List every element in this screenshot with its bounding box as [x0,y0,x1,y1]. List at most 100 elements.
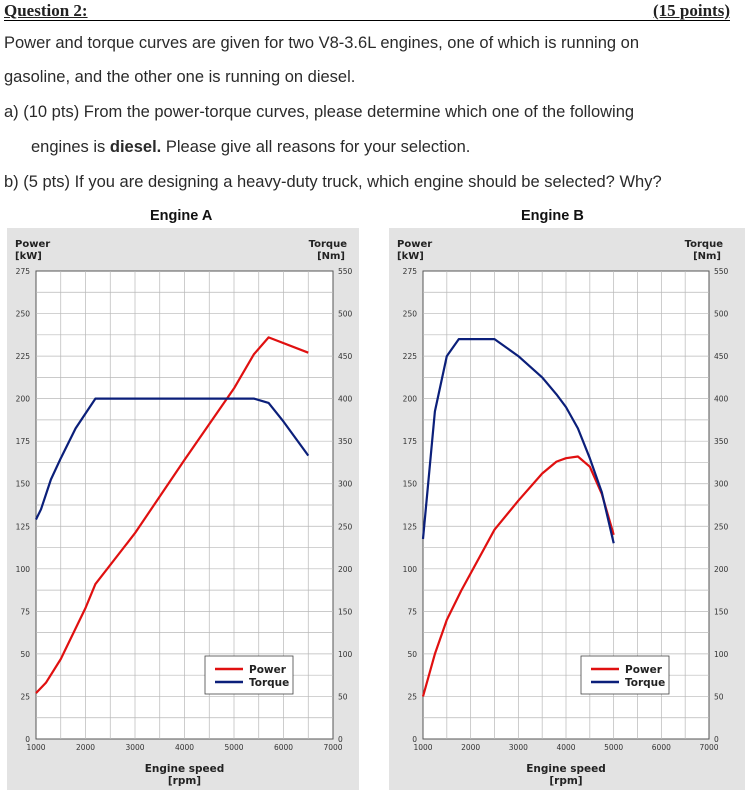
chart0-x-tick-label: 1000 [26,743,45,752]
chart1-legend-box [580,655,670,695]
chart1-y-left-tick-label: 100 [403,565,418,574]
chart0-x-tick-label: 2000 [76,743,95,752]
chart1-y-right-tick-label: 150 [714,607,729,616]
chart0-x-tick-label: 4000 [175,743,194,752]
part-a-line-1: a) (10 pts) From the power-torque curves… [4,103,635,121]
chart0-y-right-tick-label: 400 [338,395,353,404]
chart0-y-right-tick-label: 350 [338,437,353,446]
chart0-y-left-tick-label: 50 [20,650,30,659]
chart1-y-left-tick-label: 275 [403,267,418,276]
chart0-legend-label-power: Power [249,664,287,676]
chart1-y-left-label-2: [kW] [397,251,424,262]
chart1-y-right-tick-label: 550 [714,267,729,276]
chart0-x-tick-label: 7000 [323,743,342,752]
chart0-y-right-label-1: Torque [309,239,348,250]
chart0-x-label-2: [rpm] [168,775,201,787]
chart1-x-tick-label: 7000 [699,743,718,752]
chart0-x-tick-label: 6000 [274,743,293,752]
chart1-y-left-tick-label: 125 [403,522,418,531]
chart1-series-torque-line [421,337,615,544]
chart1-x-tick-label: 5000 [604,743,623,752]
chart1-x-tick-label: 1000 [413,743,432,752]
chart0-y-left-label-2: [kW] [15,251,42,262]
chart1-y-left-tick-label: 250 [403,310,418,319]
chart0-y-right-tick-label: 150 [338,607,353,616]
question-heading: Question 2: [4,1,88,20]
chart1-y-right-label-1: Torque [685,239,724,250]
chart1-x-label-2: [rpm] [549,775,582,787]
chart1-x-tick-label: 6000 [652,743,671,752]
chart1-legend-label-power: Power [625,664,663,676]
chart0-y-left-tick-label: 100 [16,565,31,574]
chart1-y-right-tick-label: 100 [714,650,729,659]
chart0-y-left-tick-label: 275 [16,267,31,276]
chart1-x-tick-label: 2000 [461,743,480,752]
chart1-y-right-tick-label: 0 [714,735,719,744]
intro-line-1: Power and torque curves are given for tw… [4,34,640,52]
intro-line-2: gasoline, and the other one is running o… [4,68,356,86]
chart0-y-left-tick-label: 25 [20,692,30,701]
engine-b-chart: 0 25 50 75 100 125 150 175 200 225 250 275 0 50 100 150… [397,239,729,787]
chart1-y-left-tick-label: 175 [403,437,418,446]
chart0-y-right-label-2: [Nm] [317,251,345,262]
chart0-y-left-tick-label: 0 [25,735,30,744]
chart1-y-right-label-2: [Nm] [693,251,721,262]
chart1-y-right-tick-label: 50 [714,692,724,701]
chart1-y-left-tick-label: 25 [407,692,417,701]
chart1-x-tick-label: 3000 [509,743,528,752]
chart0-legend-box [204,655,294,695]
chart0-y-right-tick-label: 100 [338,650,353,659]
chart0-x-tick-label: 5000 [224,743,243,752]
chart0-series-torque-line [35,397,310,520]
question-header: Question 2: (15 points) [4,0,730,21]
chart0-y-left-tick-label: 75 [20,607,30,616]
chart0-y-right-tick-label: 450 [338,352,353,361]
chart1-y-left-tick-label: 200 [403,395,418,404]
chart1-y-left-tick-label: 50 [407,650,417,659]
chart1-y-left-tick-label: 225 [403,352,418,361]
chart1-y-right-tick-label: 350 [714,437,729,446]
chart0-y-right-tick-label: 300 [338,480,353,489]
engine-a-title: Engine A [150,208,213,224]
chart1-y-right-tick-label: 450 [714,352,729,361]
part-a-line-2: engines is diesel. Please give all reaso… [31,138,470,157]
chart1-x-tick-label: 4000 [556,743,575,752]
chart1-y-left-tick-label: 75 [407,607,417,616]
chart0-y-left-tick-label: 175 [16,437,31,446]
chart1-y-right-tick-label: 400 [714,395,729,404]
engine-b-title: Engine B [521,208,584,224]
chart0-y-left-label-1: Power [15,239,50,250]
engine-a-panel: 0 25 50 75 100 125 150 175 200 225 250 275 0 50 100 150… [7,228,359,790]
chart0-y-left-tick-label: 225 [16,352,31,361]
chart0-y-right-tick-label: 200 [338,565,353,574]
chart1-y-right-tick-label: 500 [714,310,729,319]
part-b-line: b) (5 pts) If you are designing a heavy-… [4,173,662,191]
part-a-text-pre: engines is [31,138,110,156]
chart0-y-left-tick-label: 125 [16,522,31,531]
engine-b-panel: 0 25 50 75 100 125 150 175 200 225 250 275 0 50 100 150… [389,228,745,790]
chart0-legend-label-torque: Torque [249,677,289,689]
chart1-y-right-tick-label: 300 [714,480,729,489]
chart0-y-right-tick-label: 0 [338,735,343,744]
chart1-legend-label-torque: Torque [625,677,665,689]
chart0-x-tick-label: 3000 [125,743,144,752]
chart0-y-left-tick-label: 150 [16,480,31,489]
chart1-x-label-1: Engine speed [526,763,606,775]
chart1-y-left-label-1: Power [397,239,432,250]
chart0-y-right-tick-label: 500 [338,310,353,319]
chart1-y-left-tick-label: 150 [403,480,418,489]
part-a-text-post: Please give all reasons for your selecti… [161,138,471,156]
chart0-y-left-tick-label: 250 [16,310,31,319]
question-points: (15 points) [653,1,730,20]
engine-a-chart: 0 25 50 75 100 125 150 175 200 225 250 275 0 50 100 150… [15,239,353,787]
chart0-x-label-1: Engine speed [145,763,225,775]
chart0-series-power-line [35,336,309,694]
chart0-y-right-tick-label: 50 [338,692,348,701]
chart1-y-left-tick-label: 0 [412,735,417,744]
part-a-diesel-bold: diesel. [109,138,162,156]
chart0-y-right-tick-label: 250 [338,522,353,531]
chart0-y-right-tick-label: 550 [338,267,353,276]
chart1-y-right-tick-label: 250 [714,522,729,531]
chart0-y-left-tick-label: 200 [16,395,31,404]
chart1-y-right-tick-label: 200 [714,565,729,574]
